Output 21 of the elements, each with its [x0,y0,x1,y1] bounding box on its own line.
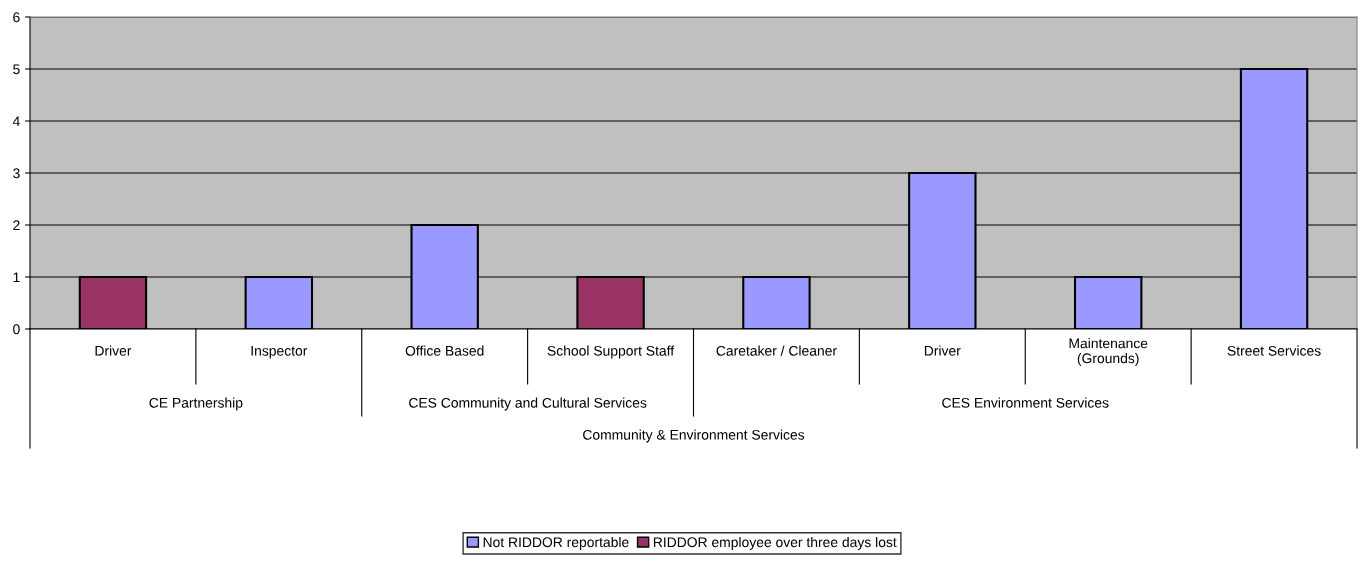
text: CES Community and Cultural Services [409,397,647,411]
legend-label: Not RIDDOR reportable [483,536,629,550]
y-tick-label: 6 [13,12,20,23]
x-tick-label: Driver [924,345,961,356]
y-tick-label: 2 [13,220,20,231]
x-tick-label: Inspector [251,346,308,359]
text: Community & Environment Services [583,429,805,443]
y-tick-label: 4 [12,116,20,127]
x-tick-label: School Support Staff [547,345,675,359]
x-tick-label: Caretaker / Cleaner [716,345,837,356]
x-tick-label: Street Services [1227,345,1321,356]
y-tick-label: 3 [13,168,20,179]
y-tick-label: 1 [13,272,20,283]
text: CE Partnership [149,397,243,411]
x-tick-label: Maintenance (Grounds) [1069,338,1148,366]
x-tick-label: Driver [95,345,132,356]
text: CES Environment Services [942,397,1109,408]
y-tick-label: 0 [13,324,20,335]
y-tick-label: 5 [13,64,20,75]
legend-label: RIDDOR employee over three days lost [653,536,897,550]
x-tick-label: Office Based [405,345,484,356]
